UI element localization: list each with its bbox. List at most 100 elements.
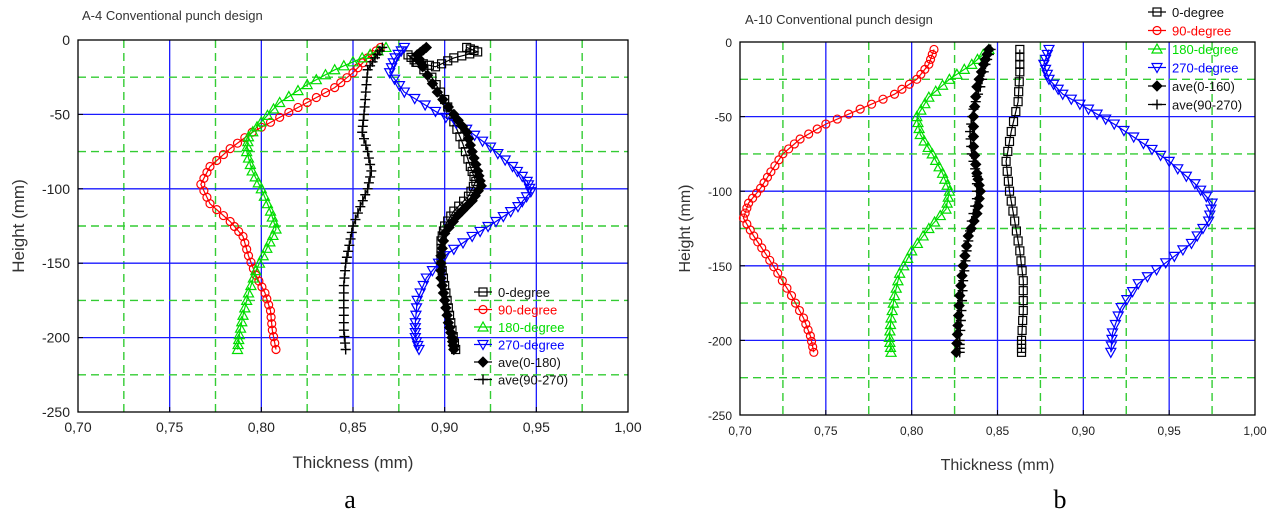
x-tick-label: 0,90 <box>431 419 458 435</box>
data-point <box>398 87 411 99</box>
y-tick-label: -200 <box>42 330 70 346</box>
data-point <box>761 249 771 259</box>
data-point <box>1188 179 1201 190</box>
data-point <box>212 155 222 166</box>
data-point <box>1159 258 1172 270</box>
y-tick-label: 0 <box>62 32 70 48</box>
data-point <box>439 112 452 124</box>
data-point <box>491 148 504 160</box>
data-point <box>410 303 423 315</box>
data-point <box>1006 126 1016 137</box>
data-point <box>1120 295 1133 306</box>
data-point <box>343 246 354 257</box>
data-point <box>267 325 277 335</box>
data-point <box>1008 206 1018 216</box>
legend-label: 90-degree <box>1172 24 1231 39</box>
data-point <box>348 68 358 78</box>
data-point <box>348 221 358 231</box>
data-point <box>346 55 360 67</box>
data-point <box>794 305 805 316</box>
data-point <box>269 222 283 234</box>
series-ave-0-180 <box>411 41 488 356</box>
data-point <box>975 81 986 92</box>
data-point <box>244 279 257 291</box>
data-point <box>982 54 993 65</box>
data-point <box>301 78 314 90</box>
data-point <box>884 341 897 352</box>
data-point <box>242 244 252 254</box>
legend-label: ave(0-160) <box>1172 79 1235 94</box>
data-point <box>790 298 801 308</box>
data-point <box>985 44 996 55</box>
data-point <box>421 69 434 81</box>
data-point <box>1091 109 1104 121</box>
data-point <box>346 227 357 238</box>
data-point <box>1013 97 1023 107</box>
x-tick-label: 1,00 <box>1243 424 1267 438</box>
data-point <box>249 264 262 276</box>
chart-b: 0,70 0,75 0,80 0,85 0,90 0,95 1,00 0 -50 -100 -150… <box>677 5 1267 474</box>
data-point <box>801 319 811 329</box>
data-point <box>890 281 903 293</box>
data-point <box>918 134 931 146</box>
data-point <box>1194 185 1207 197</box>
data-point <box>1015 67 1025 77</box>
data-point <box>885 311 898 323</box>
data-point <box>360 140 371 151</box>
data-point <box>205 199 215 209</box>
x-axis-label: Thickness (mm) <box>293 453 414 472</box>
data-point <box>917 229 930 241</box>
data-point <box>241 135 254 147</box>
data-point <box>246 164 259 176</box>
series-0-degree <box>1001 44 1028 357</box>
data-point <box>365 159 376 170</box>
data-point <box>1171 164 1184 176</box>
data-point <box>357 195 368 206</box>
data-point <box>232 138 243 148</box>
x-tick-label: 1,00 <box>614 419 641 435</box>
data-point <box>1011 226 1021 236</box>
x-tick-label: 0,80 <box>900 424 924 438</box>
data-point <box>1017 266 1027 276</box>
data-point <box>897 259 910 271</box>
data-point <box>891 274 904 286</box>
data-point <box>769 262 779 272</box>
data-point <box>966 216 977 227</box>
x-tick-label: 0,95 <box>523 419 550 435</box>
x-tick-label: 0,85 <box>339 419 366 435</box>
grid <box>740 42 1255 415</box>
data-point <box>929 154 942 165</box>
legend-marker <box>1152 25 1162 36</box>
data-point <box>242 130 255 142</box>
data-point <box>1065 94 1078 106</box>
data-point <box>352 208 363 219</box>
data-point <box>409 310 422 322</box>
data-point <box>904 79 914 89</box>
data-point <box>260 288 270 298</box>
data-point <box>328 63 341 75</box>
data-point <box>1014 77 1024 87</box>
data-point <box>967 111 978 122</box>
data-point <box>1204 204 1217 216</box>
data-point <box>232 338 245 350</box>
chart-a: 0,70 0,75 0,80 0,85 0,90 0,95 1,00 0 -50 -100 -150… <box>9 8 642 472</box>
data-point <box>426 77 439 90</box>
legend-marker <box>477 356 489 368</box>
data-point <box>978 66 989 77</box>
data-point <box>426 266 439 277</box>
data-point <box>742 203 752 213</box>
data-point <box>956 305 967 316</box>
data-point <box>429 106 442 118</box>
data-point <box>246 125 259 137</box>
x-tick-label: 0,90 <box>1072 424 1096 438</box>
data-point <box>1099 114 1112 126</box>
data-point <box>1112 311 1125 323</box>
data-point <box>968 104 979 115</box>
data-point <box>218 210 229 221</box>
y-tick-label: 0 <box>725 36 732 50</box>
series-270-degree <box>383 42 537 356</box>
data-point <box>1011 107 1021 117</box>
data-point <box>218 149 229 160</box>
data-point <box>260 242 273 253</box>
caption-b: b <box>1054 485 1067 514</box>
